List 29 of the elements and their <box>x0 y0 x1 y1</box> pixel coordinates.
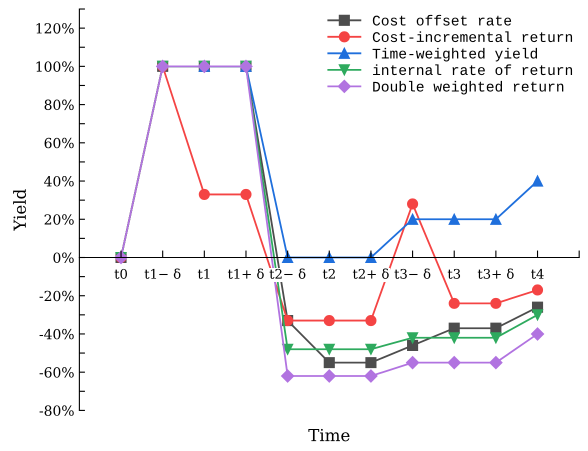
x-tick-label: t0 <box>114 268 127 279</box>
x-tick-label: t4 <box>531 268 544 279</box>
legend-label: Double weighted return <box>373 80 564 94</box>
y-tick-label: 100% <box>36 61 74 72</box>
y-tick-label: 40% <box>44 176 74 187</box>
x-tick-label: t3− δ <box>394 268 430 279</box>
x-tick-label: t3+ δ <box>478 268 514 279</box>
legend-label: Cost offset rate <box>372 14 512 26</box>
legend-label: Cost-incremental return <box>372 31 572 42</box>
y-tick-label: 0% <box>53 252 74 263</box>
x-tick-label: t1 <box>198 268 210 279</box>
y-tick-label: -80% <box>40 405 74 416</box>
legend-label: internal rate of return <box>373 64 572 76</box>
y-tick-label: 120% <box>36 23 74 34</box>
y-tick-label: 80% <box>44 100 74 110</box>
y-tick-label: -40% <box>40 328 74 340</box>
y-tick-label: 20% <box>44 214 74 225</box>
legend-label: Time-weighted yield <box>372 48 538 62</box>
y-tick-label: 60% <box>44 138 74 148</box>
x-tick-label: t2− δ <box>270 268 306 279</box>
y-axis-title: Yield <box>13 189 26 231</box>
x-tick-label: t1+ δ <box>228 268 264 279</box>
x-axis-title: Time <box>308 428 350 442</box>
x-tick-label: t1− δ <box>144 268 180 279</box>
y-tick-label: -20% <box>40 290 74 302</box>
x-tick-label: t2+ δ <box>352 268 389 279</box>
x-tick-label: t3 <box>448 268 460 279</box>
x-tick-label: t2 <box>322 268 335 279</box>
y-tick-label: -60% <box>40 367 74 378</box>
